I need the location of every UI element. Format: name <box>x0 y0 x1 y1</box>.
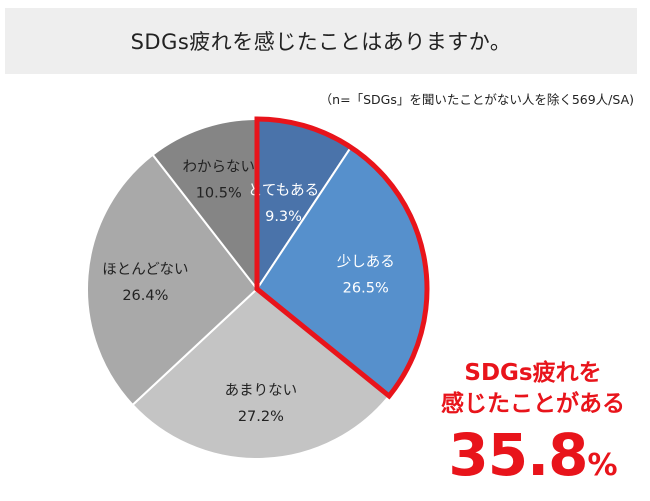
pie-slice <box>151 117 258 292</box>
slice-label: あまりない <box>225 382 298 399</box>
callout-line1: SDGs疲れを <box>464 360 602 386</box>
slice-value-label: 9.3% <box>265 209 302 225</box>
chart-title: SDGs疲れを感じたことはありますか。 <box>130 30 512 54</box>
slice-value-label: 10.5% <box>196 185 242 201</box>
callout-unit: % <box>587 448 618 483</box>
callout: SDGs疲れを 感じたことがある 35.8% <box>428 358 638 501</box>
callout-figure: 35.8% <box>428 424 638 501</box>
slice-label: 少しある <box>337 253 395 270</box>
slice-value-label: 27.2% <box>238 409 284 425</box>
slice-value-label: 26.4% <box>122 288 168 304</box>
title-bar: SDGs疲れを感じたことはありますか。 <box>5 8 637 74</box>
pie-labels: とてもある 9.3% 少しある 26.5% あまりない 27.2% ほとんどない 26.4% わ… <box>102 158 395 425</box>
slice-value-label: 26.5% <box>343 280 389 296</box>
slice-label: とてもある <box>248 182 319 199</box>
callout-line2: 感じたことがある <box>441 391 625 417</box>
sample-note: （n=「SDGs」を聞いたことがない人を除く569人/SA) <box>319 92 634 107</box>
pie-slice <box>86 153 259 407</box>
slice-label: ほとんどない <box>102 261 188 278</box>
slice-label: わからない <box>182 158 255 175</box>
pie-slice <box>131 287 391 460</box>
callout-value: 35.8 <box>448 421 588 489</box>
highlight-outline <box>254 116 430 400</box>
